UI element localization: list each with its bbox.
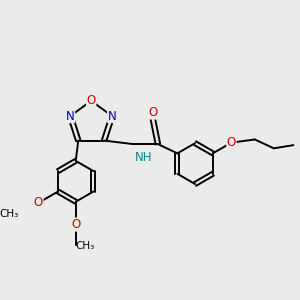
Text: CH₃: CH₃ <box>76 241 95 251</box>
Text: O: O <box>71 218 80 231</box>
Text: O: O <box>86 94 96 107</box>
Text: N: N <box>108 110 116 122</box>
Text: O: O <box>34 196 43 209</box>
Text: N: N <box>66 110 75 122</box>
Text: O: O <box>148 106 157 119</box>
Text: O: O <box>227 136 236 149</box>
Text: CH₃: CH₃ <box>0 209 19 219</box>
Text: NH: NH <box>134 151 152 164</box>
